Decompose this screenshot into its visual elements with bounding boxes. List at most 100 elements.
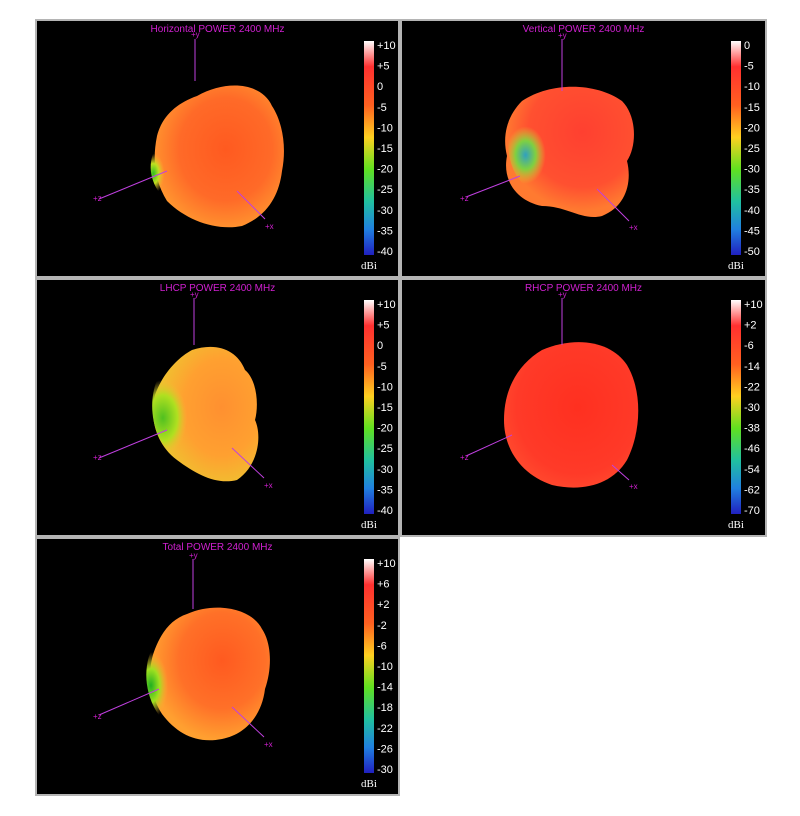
colorbar-tick-label: -54 [744,464,760,476]
x-axis-label: +x [265,222,274,231]
x-axis [231,447,265,479]
colorbar-tick-label: -30 [744,164,760,176]
chart-title: Vertical POWER 2400 MHz [522,24,645,35]
colorbar-tick-label: 0 [377,81,383,93]
colorbar-tick-label: -45 [744,225,760,237]
colorbar-unit: dBi [728,519,744,531]
colorbar-tick-label: 0 [377,340,383,352]
colorbar-tick-label: -22 [377,723,393,735]
colorbar-tick-label: -15 [377,143,393,155]
x-axis-label: +x [264,481,273,490]
colorbar-tick-label: -50 [744,246,760,258]
radiation-plot-vertical: +y +z +x 0 -5 -10 -15 -20 -25 -30 -35 -40 -45 -50d… [460,31,760,272]
colorbar-tick-label: -30 [377,205,393,217]
chart-panel-vertical: Vertical POWER 2400 MHz +y +z +x 0 -5 -10 -… [400,19,767,278]
colorbar-tick-label: +6 [377,579,390,591]
colorbar-tick-label: -10 [377,381,393,393]
colorbar-gradient [364,559,374,773]
pattern-lobe-low [508,114,566,196]
colorbar-tick-label: -5 [744,61,754,73]
colorbar-tick-label: +2 [377,599,390,611]
y-axis-label: +y [558,31,567,40]
colorbar-tick-label: +10 [377,299,396,311]
z-axis [98,429,168,459]
z-axis-label: +z [93,194,102,203]
chart-panel-rhcp: RHCP POWER 2400 MHz +y +z +x +10 +2 -6 -14 -… [400,278,767,537]
colorbar-tick-label: -38 [744,423,760,435]
colorbar-tick-label: +2 [744,320,757,332]
colorbar-tick-label: -26 [377,743,393,755]
x-axis [236,190,266,220]
y-axis-label: +y [191,30,200,39]
z-axis-label: +z [93,453,102,462]
colorbar-tick-label: -25 [377,184,393,196]
x-axis [231,706,265,738]
colorbar-tick-label: -30 [744,402,760,414]
colorbar-tick-label: -62 [744,484,760,496]
z-axis [465,175,521,198]
radiation-plot-horizontal: +y +z +x +10 +5 0 -5 -10 -15 -20 -25 -30 -35 -40dB… [93,30,396,272]
colorbar-unit: dBi [361,519,377,531]
chart-title: Total POWER 2400 MHz [162,542,273,553]
colorbar-tick-label: -35 [744,184,760,196]
colorbar-tick-label: +5 [377,61,390,73]
colorbar-tick-label: -46 [744,443,760,455]
colorbar-unit: dBi [728,260,744,272]
colorbar-tick-label: -30 [377,764,393,776]
colorbar-tick-label: -14 [744,361,760,373]
chart-title: RHCP POWER 2400 MHz [524,283,643,294]
colorbar-tick-label: -14 [377,682,393,694]
pattern-lobe-low [146,644,185,719]
chart-panel-lhcp: LHCP POWER 2400 MHz +y +z +x +10 +5 0 -5 -10… [35,278,400,537]
pattern-surface [504,342,639,488]
colorbar-unit: dBi [361,260,377,272]
colorbar-tick-label: -15 [377,402,393,414]
colorbar-tick-label: -30 [377,464,393,476]
pattern-surface [150,607,270,741]
x-axis-label: +x [629,482,638,491]
colorbar-tick-label: -10 [377,122,393,134]
colorbar-tick-label: -40 [377,505,393,517]
colorbar-tick-label: -40 [744,205,760,217]
colorbar-gradient [364,300,374,514]
chart-panel-total: Total POWER 2400 MHz +y +z +x +10 +6 +2 -2 -… [35,537,400,796]
colorbar-tick-label: +10 [377,40,396,52]
colorbar-tick-label: -22 [744,381,760,393]
colorbar-unit: dBi [361,778,377,790]
colorbar-tick-label: -10 [744,81,760,93]
colorbar-tick-label: -6 [744,340,754,352]
colorbar-tick-label: -20 [377,164,393,176]
colorbar-tick-label: -40 [377,246,393,258]
colorbar-gradient [364,41,374,255]
colorbar-tick-label: +10 [377,558,396,570]
chart-title: Horizontal POWER 2400 MHz [150,24,285,35]
z-axis-label: +z [460,453,469,462]
radiation-plot-total: +y +z +x +10 +6 +2 -2 -6 -10 -14 -18 -22 -26 -30dB… [93,551,396,790]
y-axis-label: +y [189,551,198,560]
colorbar-tick-label: -6 [377,640,387,652]
colorbar-tick-label: -70 [744,505,760,517]
colorbar-tick-label: -25 [744,143,760,155]
colorbar-tick-label: -25 [377,443,393,455]
z-axis [98,170,168,200]
x-axis [611,464,630,481]
z-axis-label: +z [460,194,469,203]
pattern-surface [154,85,284,228]
z-axis [465,434,513,457]
colorbar-tick-label: -35 [377,225,393,237]
colorbar-tick-label: -10 [377,661,393,673]
radiation-plot-lhcp: +y +z +x +10 +5 0 -5 -10 -15 -20 -25 -30 -35 -40dB… [93,290,396,531]
radiation-plot-rhcp: +y +z +x +10 +2 -6 -14 -22 -30 -38 -46 -54 -62 -70… [460,290,763,531]
z-axis-label: +z [93,712,102,721]
colorbar-tick-label: -5 [377,361,387,373]
colorbar-tick-label: -15 [744,102,760,114]
x-axis-label: +x [264,740,273,749]
colorbar-tick-label: -20 [744,122,760,134]
y-axis-label: +y [558,290,567,299]
chart-panel-horizontal: Horizontal POWER 2400 MHz +y +z +x +10 +5… [35,19,400,278]
colorbar-tick-label: -5 [377,102,387,114]
